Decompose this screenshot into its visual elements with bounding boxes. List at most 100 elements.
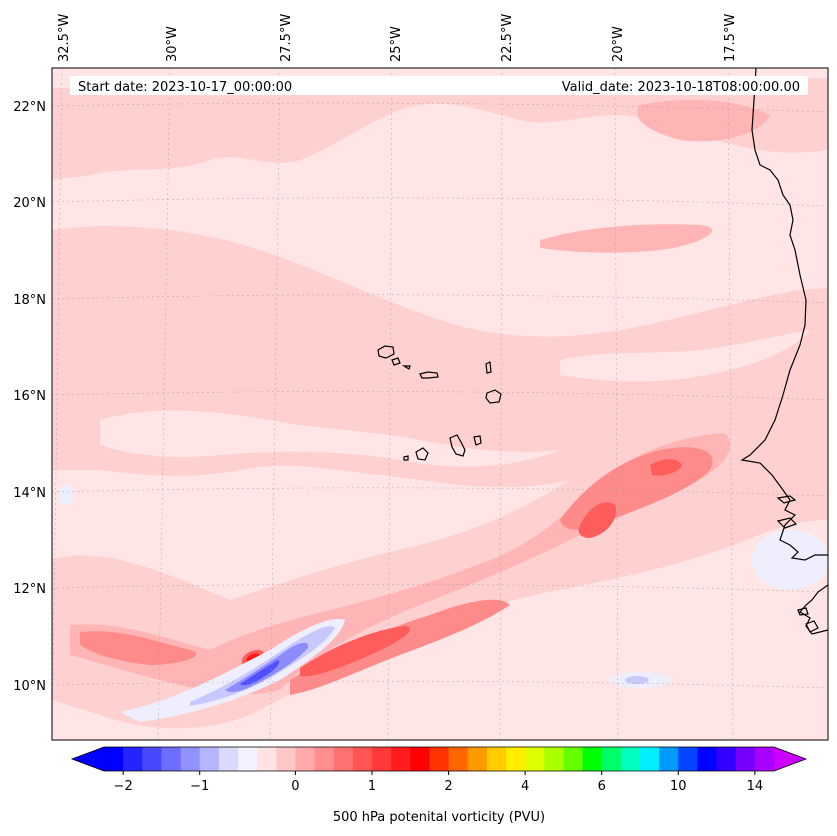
colorbar-cell	[601, 747, 622, 771]
colorbar-cell	[238, 747, 258, 771]
lat-label: 20°N	[13, 196, 46, 211]
colorbar-cell	[276, 747, 297, 771]
colorbar-cells	[104, 747, 775, 771]
colorbar-cell	[582, 747, 603, 771]
pv-gap-1	[100, 410, 560, 467]
colorbar-cell	[199, 747, 220, 771]
island-sao-nicolau	[419, 371, 439, 379]
colorbar-cell	[659, 747, 679, 771]
colorbar-tick-label: 4	[521, 779, 529, 794]
pv-band-north	[52, 78, 828, 180]
graticule	[52, 68, 828, 740]
colorbar-cell	[410, 747, 431, 771]
colorbar-cell	[754, 747, 775, 771]
colorbar-tick-label: 2	[444, 779, 452, 794]
colorbar-cell	[506, 747, 526, 771]
lat-label: 16°N	[13, 389, 46, 404]
lat-label: 14°N	[13, 486, 46, 501]
pv-negative-patch-4	[58, 485, 74, 505]
lon-label: 30°W	[165, 26, 180, 62]
colorbar-cell	[640, 747, 660, 771]
colorbar: −2 −1 0 1 2 4 6 10 14 500 hPa potenital vorticit…	[70, 746, 808, 825]
colorbar-cell	[735, 747, 756, 771]
lon-label: 25°W	[389, 26, 404, 62]
colorbar-cell	[448, 747, 469, 771]
colorbar-cell	[333, 747, 354, 771]
lon-label: 17.5°W	[723, 14, 738, 62]
latitude-labels: 22°N 20°N 18°N 16°N 14°N 12°N 10°N	[13, 100, 46, 694]
colorbar-cell	[716, 747, 737, 771]
colorbar-cell	[123, 747, 143, 771]
colorbar-tick-label: −2	[114, 779, 133, 794]
colorbar-cell	[563, 747, 584, 771]
pv-negative-patch-2	[625, 676, 649, 684]
colorbar-cell	[295, 747, 316, 771]
valid-date-label: Valid_date: 2023-10-18T08:00:00.00	[562, 80, 800, 95]
island-boa-vista	[485, 389, 502, 404]
bijagos-2	[805, 620, 819, 633]
longitude-labels: 32.5°W 30°W 27.5°W 25°W 22.5°W 20°W 17.5…	[57, 14, 738, 62]
info-banner	[70, 76, 808, 95]
colorbar-cell	[391, 747, 411, 771]
colorbar-ticks: −2 −1 0 1 2 4 6 10 14	[114, 771, 764, 794]
lon-label: 22.5°W	[500, 14, 515, 62]
lat-label: 12°N	[13, 582, 46, 597]
map-panel: Start date: 2023-10-17_00:00:00 Valid_da…	[52, 68, 828, 740]
colorbar-cell	[525, 747, 545, 771]
island-sao-vicente	[391, 357, 401, 366]
pv-contours	[52, 78, 828, 729]
colorbar-cell	[467, 747, 488, 771]
island-santa-luzia	[401, 365, 411, 370]
pv-negative-patch-3	[752, 530, 828, 590]
lon-label: 27.5°W	[279, 14, 294, 62]
colorbar-cell	[161, 747, 182, 771]
colorbar-cell	[429, 747, 450, 771]
colorbar-tick-label: 14	[747, 779, 764, 794]
colorbar-cell	[372, 747, 392, 771]
colorbar-cell	[352, 747, 373, 771]
colorbar-tick-label: 6	[598, 779, 606, 794]
colorbar-over-arrow	[774, 747, 806, 771]
pv-gap-3	[560, 330, 810, 382]
africa-coast-south	[799, 584, 828, 635]
lon-label: 20°W	[611, 26, 626, 62]
island-maio	[473, 435, 482, 446]
colorbar-cell	[180, 747, 201, 771]
lat-label: 22°N	[13, 100, 46, 115]
coastlines	[377, 68, 828, 635]
island-sal	[485, 361, 492, 374]
colorbar-tick-label: 1	[368, 779, 376, 794]
lon-label: 32.5°W	[57, 14, 72, 62]
coast-inlet-1	[776, 495, 797, 504]
lat-label: 18°N	[13, 293, 46, 308]
colorbar-cell	[544, 747, 565, 771]
bijagos-1	[797, 607, 809, 616]
colorbar-outline	[70, 746, 808, 772]
colorbar-cell	[620, 747, 641, 771]
colorbar-cell	[257, 747, 277, 771]
lat-label: 10°N	[13, 679, 46, 694]
start-date-label: Start date: 2023-10-17_00:00:00	[78, 80, 292, 95]
colorbar-tick-label: −1	[190, 779, 209, 794]
map-frame	[51, 67, 829, 741]
colorbar-tick-label: 0	[291, 779, 299, 794]
colorbar-under-arrow	[72, 747, 104, 771]
colorbar-cell	[142, 747, 163, 771]
colorbar-cell	[697, 747, 718, 771]
pv-jet-band-strong	[80, 631, 197, 665]
pv-jet-core-east-inner-2	[650, 459, 682, 476]
pv-patch-1	[540, 224, 713, 253]
africa-coast	[740, 68, 828, 561]
colorbar-tick-label: 10	[670, 779, 687, 794]
colorbar-cell	[486, 747, 507, 771]
pv-jet-core-west	[300, 626, 411, 677]
colorbar-title: 500 hPa potenital vorticity (PVU)	[333, 810, 545, 825]
pv-negative-streak	[120, 619, 345, 722]
colorbar-cell	[218, 747, 239, 771]
island-brava	[403, 455, 409, 461]
island-santiago	[449, 434, 466, 457]
colorbar-cell	[678, 747, 699, 771]
pv-patch-2	[637, 99, 770, 142]
pv-jet-core-east-inner	[578, 502, 616, 538]
coast-inlet-2	[776, 517, 798, 529]
